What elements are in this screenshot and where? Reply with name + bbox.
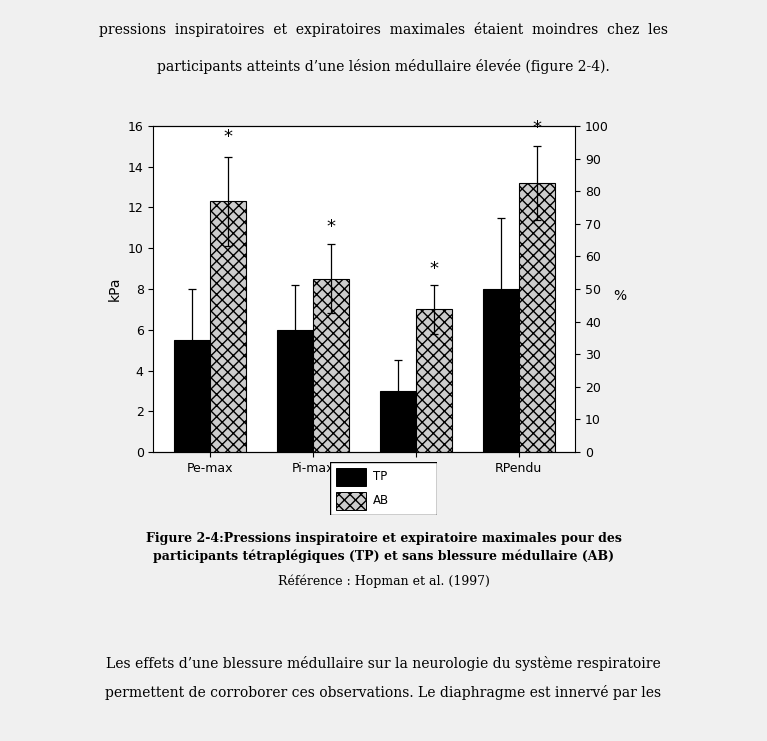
Text: Référence : Hopman et al. (1997): Référence : Hopman et al. (1997) <box>278 574 489 588</box>
Text: pressions  inspiratoires  et  expiratoires  maximales  étaient  moindres  chez  : pressions inspiratoires et expiratoires … <box>99 22 668 37</box>
Text: *: * <box>327 218 335 236</box>
Text: AB: AB <box>373 494 389 507</box>
Bar <box>277 330 313 452</box>
Y-axis label: kPa: kPa <box>108 276 122 302</box>
Text: *: * <box>430 260 438 278</box>
Bar <box>380 391 416 452</box>
Text: TP: TP <box>373 470 387 483</box>
Text: Figure 2-4:Pressions inspiratoire et expiratoire maximales pour des: Figure 2-4:Pressions inspiratoire et exp… <box>146 532 621 545</box>
FancyBboxPatch shape <box>330 462 437 515</box>
Bar <box>210 202 246 452</box>
Bar <box>313 279 349 452</box>
Bar <box>174 340 210 452</box>
Bar <box>416 310 452 452</box>
Text: *: * <box>532 119 542 137</box>
Bar <box>482 289 518 452</box>
Bar <box>336 468 367 485</box>
Text: Les effets d’une blessure médullaire sur la neurologie du système respiratoire: Les effets d’une blessure médullaire sur… <box>106 656 661 671</box>
Text: permettent de corroborer ces observations. Le diaphragme est innervé par les: permettent de corroborer ces observation… <box>105 685 662 700</box>
Text: participants tétraplégiques (TP) et sans blessure médullaire (AB): participants tétraplégiques (TP) et sans… <box>153 550 614 563</box>
Text: participants atteints d’une lésion médullaire élevée (figure 2-4).: participants atteints d’une lésion médul… <box>157 59 610 74</box>
Bar <box>518 183 555 452</box>
Y-axis label: %: % <box>614 289 627 303</box>
Bar <box>336 491 367 510</box>
Text: *: * <box>223 128 232 146</box>
